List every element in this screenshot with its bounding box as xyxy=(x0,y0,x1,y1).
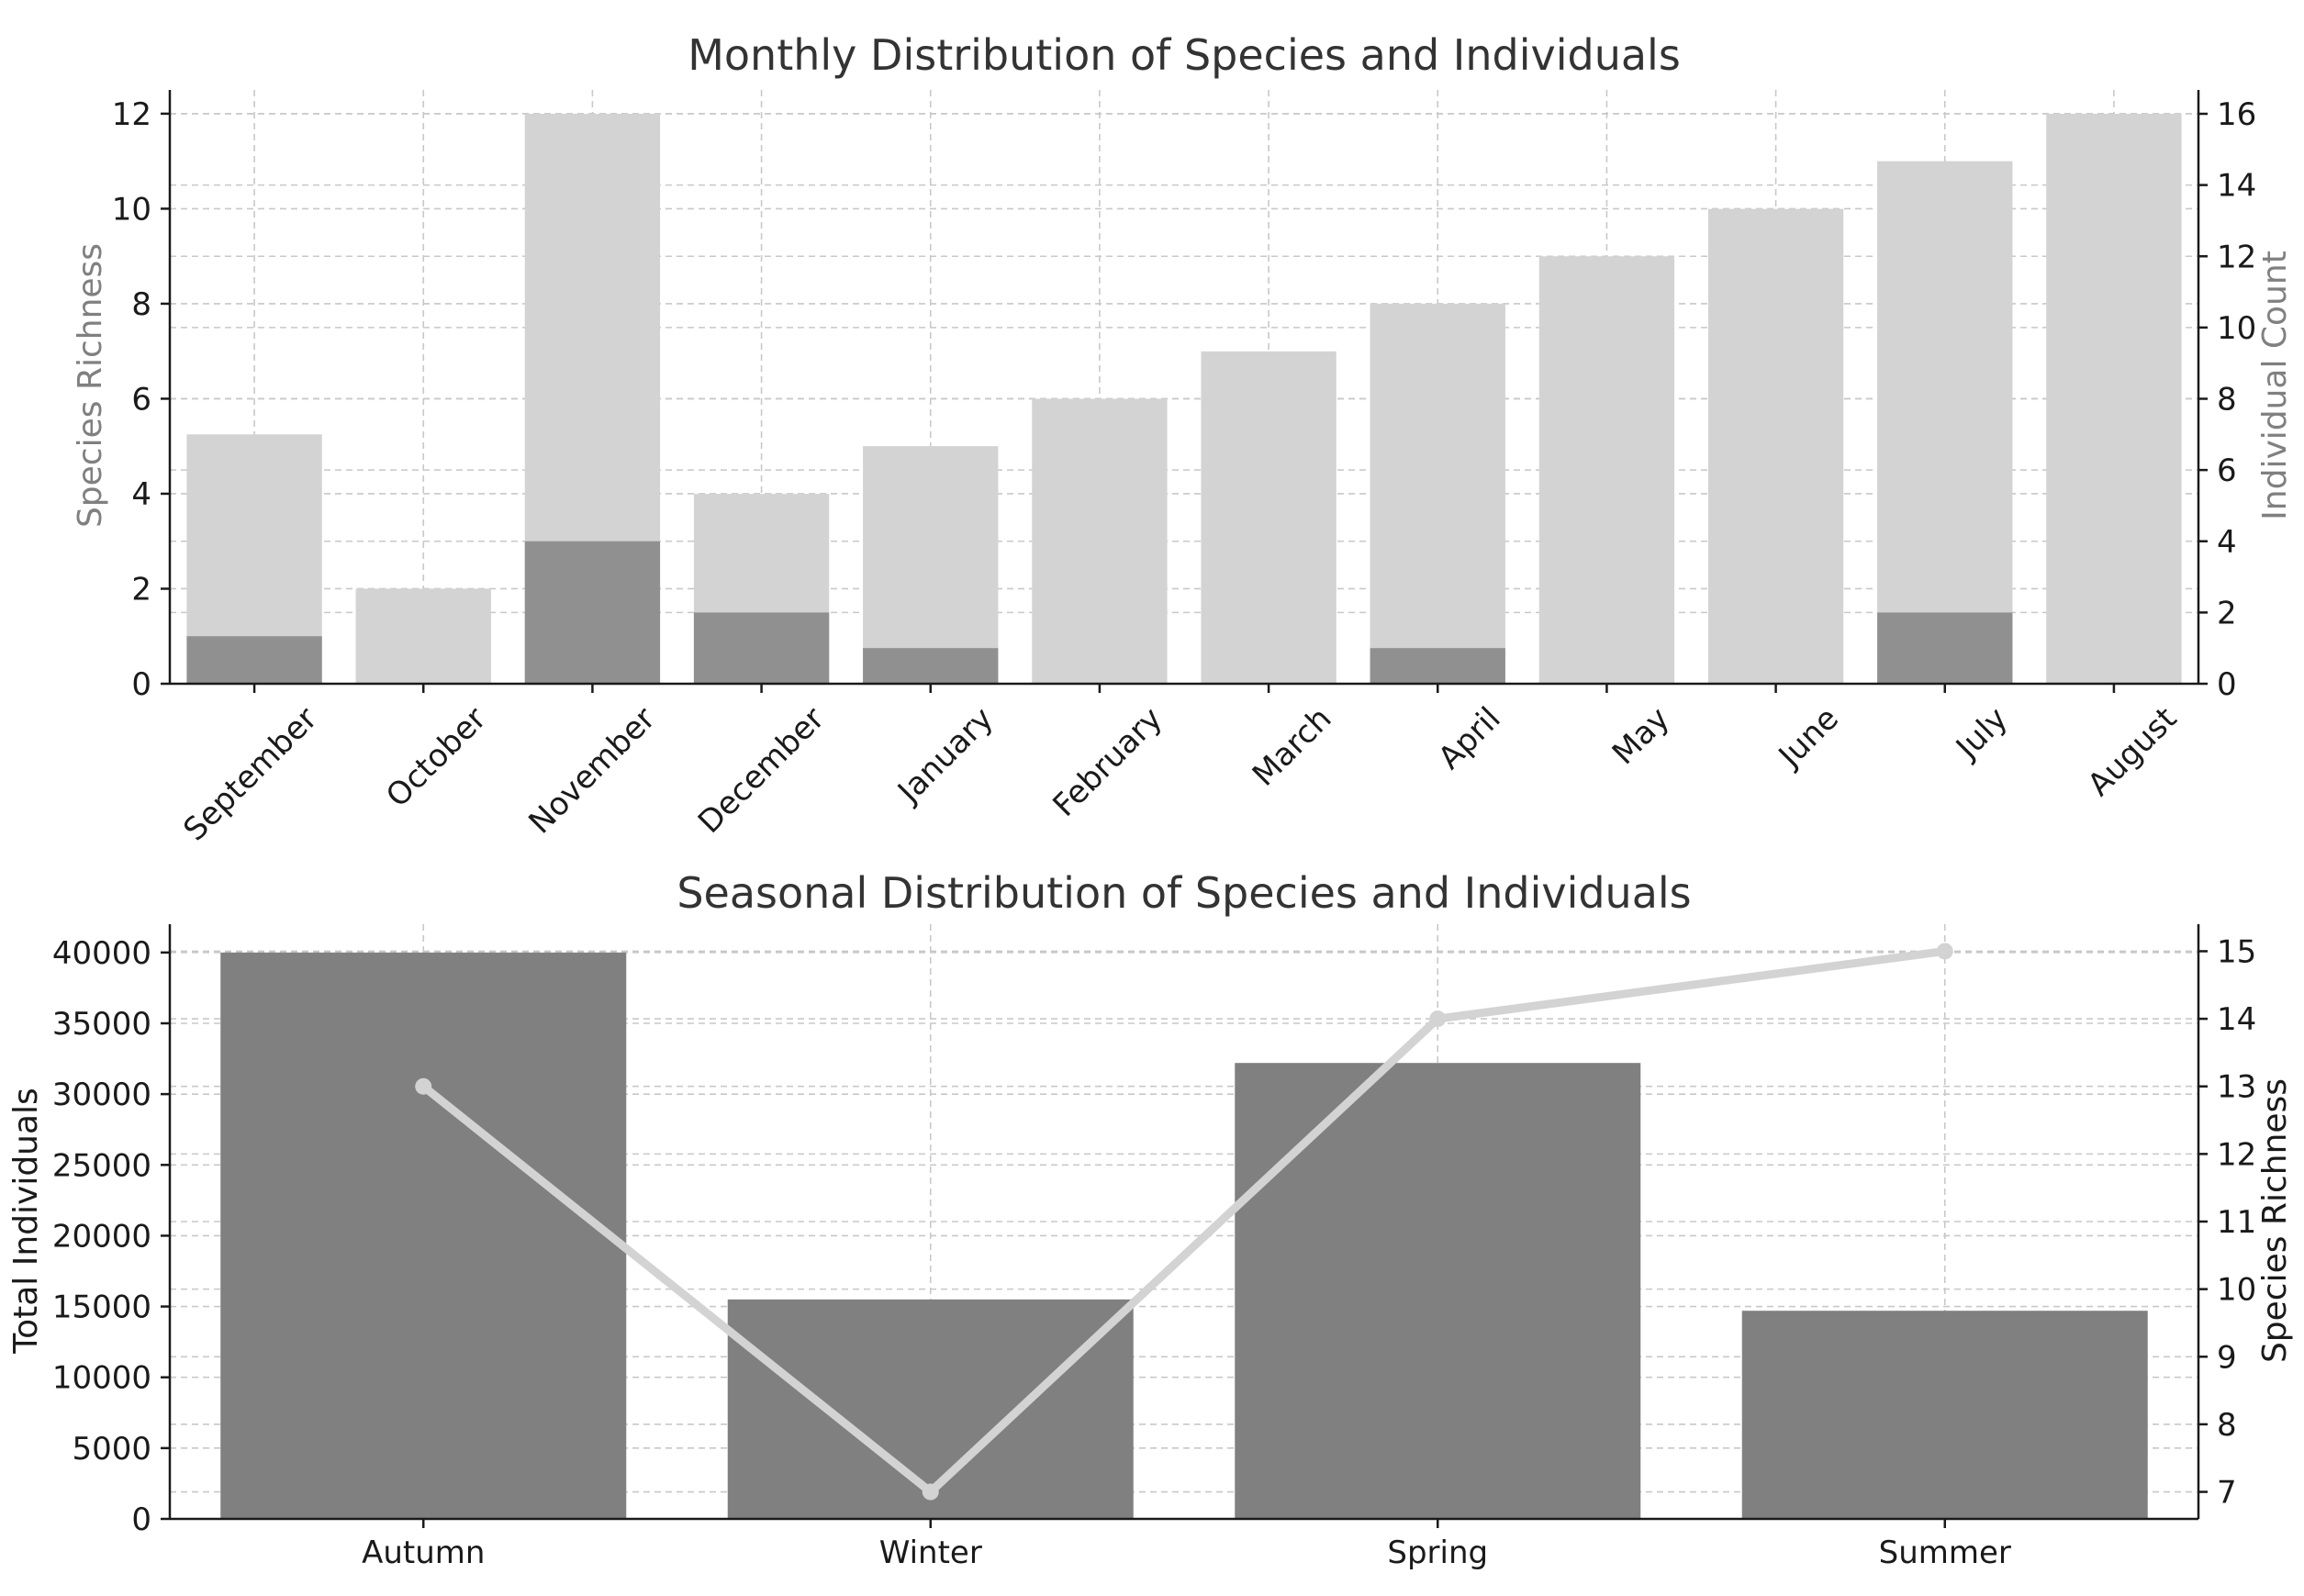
tick-label: 15 xyxy=(2217,933,2256,970)
tick-label: 0 xyxy=(131,1501,151,1538)
tick-label: 4 xyxy=(131,476,151,513)
richness-point xyxy=(415,1077,432,1095)
seasonal-individual-bars xyxy=(220,952,2148,1519)
tick-label: Summer xyxy=(1879,1535,2011,1571)
count-bar xyxy=(1370,303,1505,684)
tick-label: January xyxy=(889,700,1001,811)
count-bar xyxy=(1707,208,1844,684)
richness-bar xyxy=(1877,612,2013,684)
seasonal-chart: Seasonal Distribution of Species and Ind… xyxy=(7,868,2294,1571)
tick-label: September xyxy=(176,700,324,848)
tick-label: August xyxy=(2081,700,2184,803)
tick-label: 30000 xyxy=(52,1077,151,1113)
tick-label: Spring xyxy=(1387,1535,1488,1571)
seasonal-x-ticks: Autumn Winter Spring Summer xyxy=(362,1519,2011,1571)
tick-label: 12 xyxy=(2217,239,2256,275)
tick-label: November xyxy=(521,700,662,841)
tick-label: 10 xyxy=(2217,1272,2256,1309)
tick-label: 6 xyxy=(2217,452,2237,489)
tick-label: 14 xyxy=(2217,1001,2256,1038)
tick-label: 2 xyxy=(131,571,151,608)
richness-line xyxy=(420,946,1946,1497)
monthly-left-ticks: 0 2 4 6 8 10 12 xyxy=(112,96,170,703)
monthly-chart-title: Monthly Distribution of Species and Indi… xyxy=(688,30,1681,80)
tick-label: 10 xyxy=(2217,310,2256,347)
tick-label: 20000 xyxy=(52,1218,151,1255)
seasonal-left-ticks: 0 5000 10000 15000 20000 25000 30000 35000 40000 xyxy=(52,935,170,1538)
tick-label: March xyxy=(1246,700,1339,794)
tick-label: 8 xyxy=(131,286,151,323)
richness-point xyxy=(922,1483,939,1501)
tick-label: June xyxy=(1771,700,1846,776)
tick-label: May xyxy=(1605,700,1677,772)
count-bar xyxy=(1877,161,2013,684)
monthly-axes xyxy=(168,90,2200,686)
tick-label: February xyxy=(1046,700,1169,824)
count-bar xyxy=(863,446,999,684)
tick-label: 10000 xyxy=(52,1360,151,1397)
individuals-bar xyxy=(727,1299,1134,1519)
individuals-bar xyxy=(1235,1063,1641,1519)
monthly-right-axis-label: Individual Count xyxy=(2256,251,2294,520)
tick-label: 2 xyxy=(2217,595,2237,631)
tick-label: 14 xyxy=(2217,168,2256,205)
count-bar xyxy=(1201,351,1337,684)
tick-label: 12 xyxy=(112,96,151,133)
seasonal-richness-line xyxy=(415,943,1953,1501)
tick-label: December xyxy=(691,700,832,841)
tick-label: 8 xyxy=(2217,1407,2237,1444)
monthly-x-ticks: September October November December January F… xyxy=(176,684,2184,848)
monthly-richness-bars xyxy=(186,541,2013,684)
richness-bar xyxy=(186,636,322,684)
count-bar xyxy=(1032,398,1168,684)
tick-label: 13 xyxy=(2217,1069,2256,1106)
tick-label: July xyxy=(1948,700,2015,767)
tick-label: 0 xyxy=(2217,666,2237,703)
richness-bar xyxy=(693,612,830,684)
individuals-bar xyxy=(220,952,627,1519)
richness-bar xyxy=(524,541,661,684)
tick-label: 5000 xyxy=(72,1431,151,1468)
tick-label: 10 xyxy=(112,191,151,228)
tick-label: 6 xyxy=(131,381,151,418)
tick-label: 11 xyxy=(2217,1204,2256,1241)
richness-point xyxy=(1429,1010,1447,1028)
tick-label: 4 xyxy=(2217,524,2237,561)
tick-label: 25000 xyxy=(52,1147,151,1184)
count-bar xyxy=(2046,114,2182,684)
tick-label: October xyxy=(379,700,494,815)
tick-label: 8 xyxy=(2217,382,2237,419)
richness-bar xyxy=(863,648,999,684)
count-bar xyxy=(1538,256,1675,684)
seasonal-right-axis-label: Species Richness xyxy=(2256,1078,2294,1363)
richness-bar xyxy=(1370,648,1505,684)
seasonal-chart-title: Seasonal Distribution of Species and Ind… xyxy=(677,868,1691,918)
tick-label: 16 xyxy=(2217,96,2256,133)
count-bar xyxy=(355,588,491,684)
tick-label: 35000 xyxy=(52,1006,151,1043)
individuals-bar xyxy=(1741,1311,2148,1519)
tick-label: Winter xyxy=(879,1535,982,1571)
tick-label: April xyxy=(1431,700,1507,776)
seasonal-right-ticks: 7 8 9 10 11 12 13 14 15 xyxy=(2198,933,2256,1512)
monthly-left-axis-label: Species Richness xyxy=(72,243,109,528)
tick-label: 9 xyxy=(2217,1339,2237,1376)
tick-label: 12 xyxy=(2217,1136,2256,1173)
monthly-right-ticks: 0 2 4 6 8 10 12 14 16 xyxy=(2198,96,2256,703)
seasonal-left-axis-label: Total Individuals xyxy=(7,1088,45,1355)
monthly-chart: Monthly Distribution of Species and Indi… xyxy=(72,30,2294,848)
tick-label: 7 xyxy=(2217,1475,2237,1512)
tick-label: Autumn xyxy=(362,1535,485,1571)
richness-point xyxy=(1936,943,1953,960)
tick-label: 0 xyxy=(131,666,151,703)
tick-label: 40000 xyxy=(52,935,151,972)
tick-label: 15000 xyxy=(52,1289,151,1326)
